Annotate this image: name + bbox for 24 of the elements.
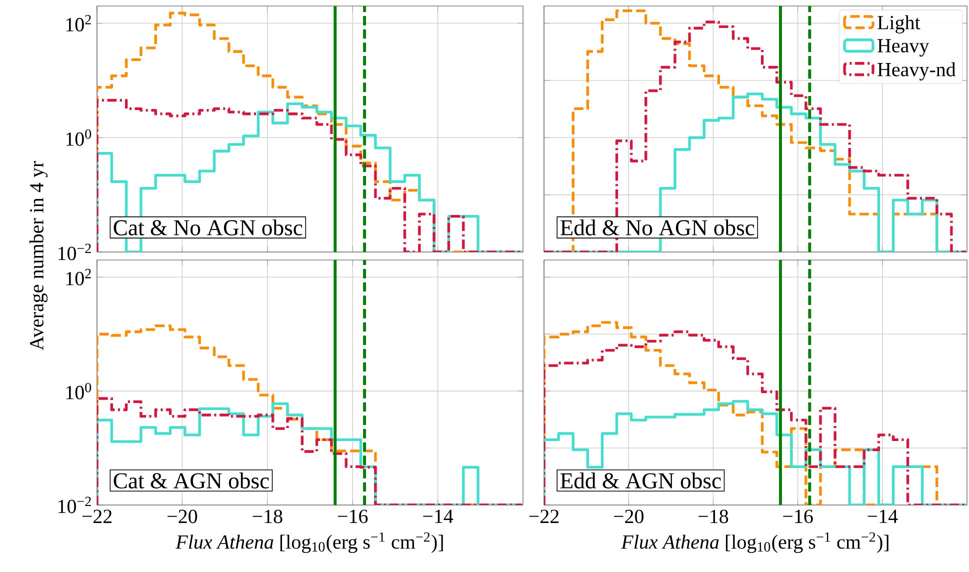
x-tick-label: −18 [698, 510, 728, 524]
y-tick-label: 10$^{−2}$ [58, 244, 91, 260]
x-axis-title: Flux Athena [log$_{10}$(erg s$^{−1}$ cm$^{−2}$)] [176, 532, 443, 553]
y-axis-title: Average number in 4 yr [29, 161, 48, 350]
legend-label: Light [878, 15, 920, 34]
annotation: Cat & AGN obsc [114, 472, 269, 488]
x-tick-label: −16 [783, 510, 813, 524]
legend-label: Heavy [878, 39, 930, 57]
x-tick-label: −14 [868, 510, 898, 523]
legend-label: Heavy-nd [878, 62, 956, 80]
annotation: Cat & No AGN obsc [114, 219, 302, 236]
x-tick-label: −14 [423, 510, 454, 523]
y-tick-label: 10$^{2}$ [66, 268, 91, 286]
annotation: Edd & AGN obsc [560, 472, 721, 488]
y-tick-label: 10$^{0}$ [66, 382, 92, 400]
x-tick-label: −22 [529, 510, 559, 523]
annotation: Edd & No AGN obsc [560, 219, 754, 236]
y-tick-label: 10$^{2}$ [66, 15, 91, 32]
x-tick-label: −20 [168, 510, 198, 524]
x-tick-label: −16 [338, 510, 368, 524]
x-tick-label: −18 [252, 510, 282, 524]
x-axis-title: Flux Athena [log$_{10}$(erg s$^{−1}$ cm$^{−2}$)] [621, 532, 888, 553]
x-tick-label: −20 [614, 510, 644, 524]
y-tick-label: 10$^{0}$ [66, 129, 92, 146]
